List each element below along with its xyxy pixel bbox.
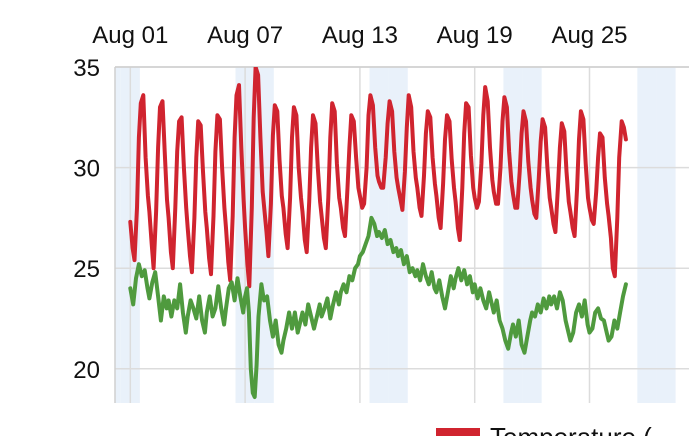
legend: Temperature ( xyxy=(436,422,652,436)
weekend-band xyxy=(115,67,121,403)
legend-swatch xyxy=(436,428,480,436)
series-lines xyxy=(128,67,628,399)
series-line-2 xyxy=(128,215,628,399)
x-tick-label: Aug 25 xyxy=(551,22,627,49)
y-tick-label: 25 xyxy=(73,256,100,283)
series-line-1 xyxy=(128,67,628,289)
y-tick-label: 30 xyxy=(73,156,100,183)
y-tick-label: 20 xyxy=(73,357,100,384)
y-tick-label: 35 xyxy=(73,55,100,82)
x-tick-label: Aug 01 xyxy=(92,22,168,49)
legend-label: Temperature ( xyxy=(490,422,652,436)
x-tick-label: Aug 13 xyxy=(322,22,398,49)
x-tick-label: Aug 19 xyxy=(437,22,513,49)
y-axis-ticks: 20 25 30 35 xyxy=(73,55,100,384)
weekend-band xyxy=(656,67,676,403)
weekend-band xyxy=(637,67,657,403)
x-tick-label: Aug 07 xyxy=(207,22,283,49)
